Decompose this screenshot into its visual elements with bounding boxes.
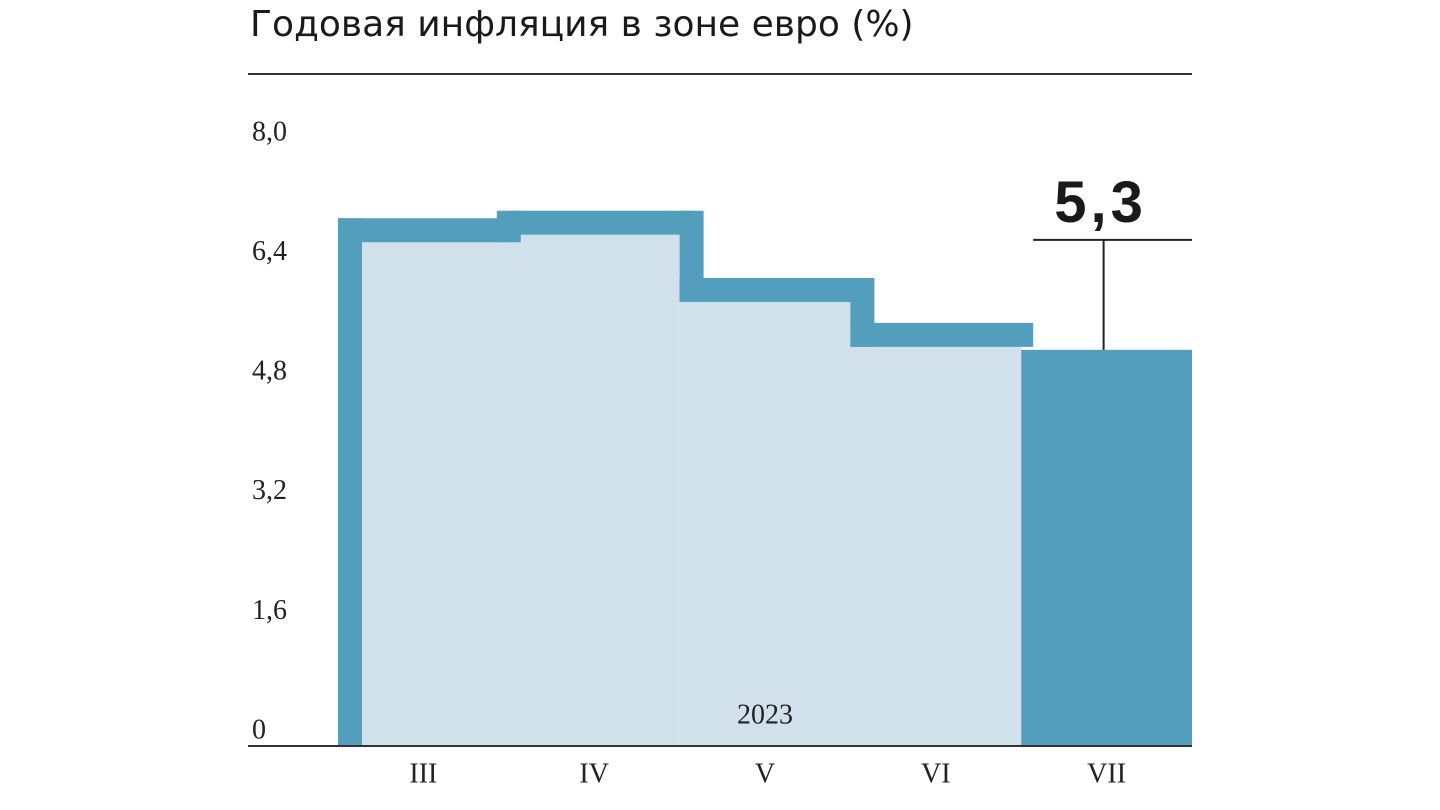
x-tick-label: V [755,758,775,789]
x-tick-label: VII [1087,758,1126,789]
y-tick-label: 3,2 [252,475,287,506]
bar [1021,349,1192,746]
y-tick-label: 4,8 [252,356,287,387]
bar [362,242,509,746]
y-tick-label: 6,4 [252,236,287,267]
x-axis-label: 2023 [737,699,793,730]
bar [508,234,680,746]
y-tick-label: 0 [252,714,266,745]
y-tick-label: 8,0 [252,116,287,147]
bar [679,302,851,746]
x-tick-label: VI [921,758,951,789]
y-tick-label: 1,6 [252,595,287,626]
x-tick-label: IV [579,758,609,789]
bar [850,346,1022,746]
value-label: 5,3 [1054,170,1147,235]
x-tick-label: III [409,758,437,789]
chart-title: Годовая инфляция в зоне евро (%) [250,4,914,45]
